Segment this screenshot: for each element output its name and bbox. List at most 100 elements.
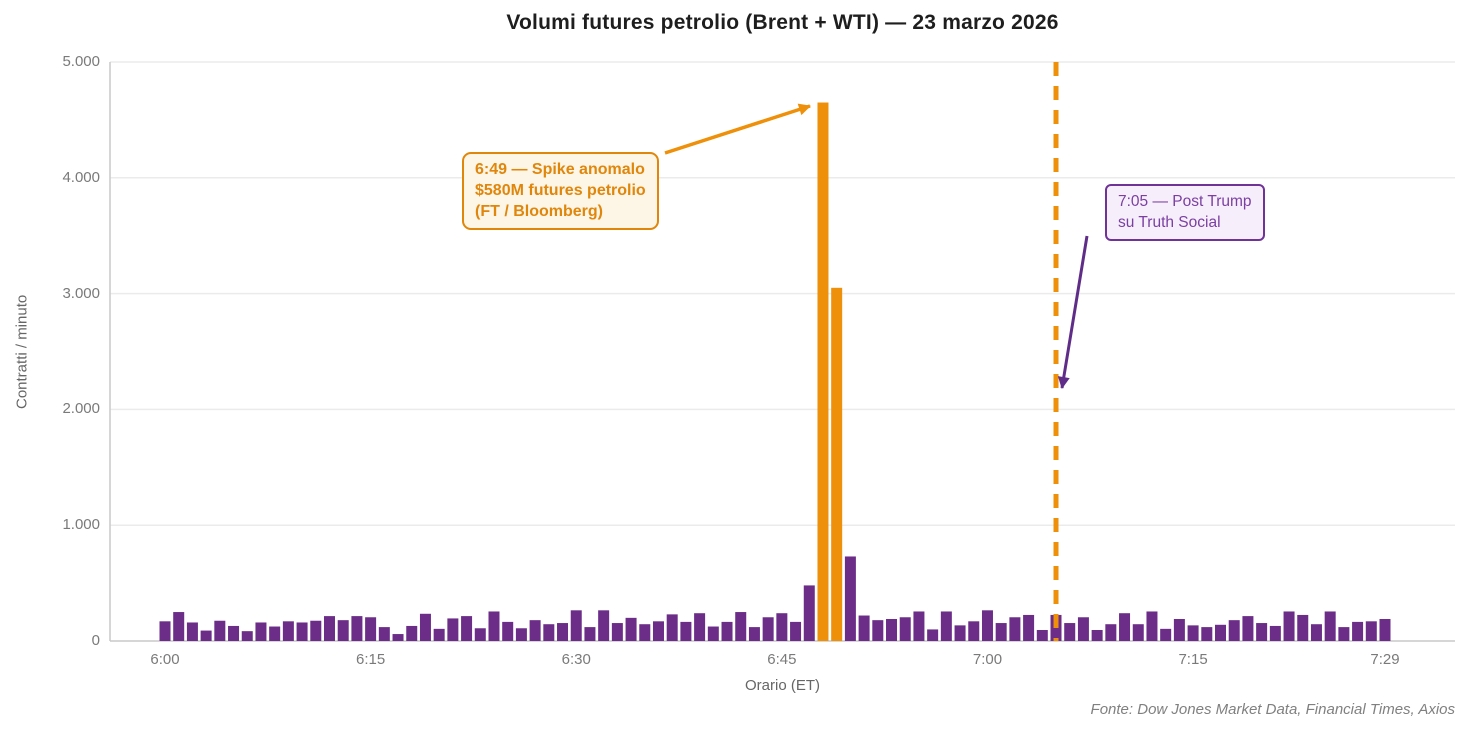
bar (899, 617, 911, 641)
x-tick-label: 7:00 (972, 651, 1003, 668)
bar (981, 610, 993, 641)
annotation-spike-line-3: (FT / Bloomberg) (475, 203, 603, 220)
bar (269, 626, 281, 641)
bar (378, 627, 390, 641)
annotation-spike-callout: 6:49 — Spike anomalo $580M futures petro… (462, 152, 659, 230)
bar (200, 630, 212, 641)
bar (557, 623, 569, 641)
bar (214, 620, 226, 641)
annotation-trump-line-2: su Truth Social (1118, 214, 1221, 231)
bar (666, 614, 678, 641)
bar (1242, 616, 1254, 641)
bar (1228, 620, 1240, 641)
bar (241, 631, 253, 641)
bar (584, 627, 596, 641)
trump-callout-arrow (1057, 235, 1089, 389)
chart-title: Volumi futures petrolio (Brent + WTI) — … (506, 11, 1059, 34)
bar (337, 620, 349, 641)
bar (419, 613, 431, 641)
x-tick-label: 7:15 (1178, 651, 1208, 668)
bar (173, 612, 185, 641)
annotation-spike-line-1: 6:49 — Spike anomalo (475, 161, 645, 178)
bar (776, 613, 788, 641)
bar (1297, 614, 1309, 641)
bar (447, 618, 459, 641)
bar (228, 625, 240, 641)
bar (639, 624, 651, 641)
y-tick-label: 0 (91, 632, 100, 649)
bar (748, 627, 760, 641)
x-tick-label: 7:29 (1370, 651, 1400, 668)
bar (1119, 613, 1131, 641)
bar (474, 628, 486, 641)
bar (502, 621, 514, 641)
bar (1338, 627, 1350, 641)
bar (1064, 623, 1076, 641)
bar (652, 621, 664, 641)
bar (1091, 629, 1103, 641)
bar (1215, 624, 1227, 641)
bar (186, 622, 198, 641)
bar (529, 620, 541, 641)
bar (255, 622, 267, 641)
y-tick-label: 1.000 (62, 516, 100, 534)
bar (488, 611, 500, 641)
y-tick-label: 5.000 (62, 53, 100, 70)
bar (406, 625, 418, 641)
annotation-spike-line-2: $580M futures petrolio (475, 182, 646, 199)
bar (927, 629, 939, 641)
x-tick-label: 6:45 (767, 651, 797, 668)
bar (1324, 611, 1336, 641)
bar (296, 622, 308, 641)
x-tick-label: 6:30 (561, 651, 591, 668)
bar (611, 623, 623, 641)
annotation-trump-callout: 7:05 — Post Trump su Truth Social (1105, 184, 1265, 241)
spike-bar (817, 102, 829, 641)
bar (844, 556, 856, 641)
bar (735, 612, 747, 641)
bar (995, 623, 1007, 641)
bar (968, 621, 980, 641)
bar (310, 620, 322, 641)
bar (721, 621, 733, 641)
bar (1077, 617, 1089, 641)
bar (1009, 617, 1021, 641)
bar (433, 628, 445, 641)
bar (1201, 627, 1213, 641)
bar (1187, 625, 1199, 641)
bar (954, 625, 966, 641)
bar (570, 610, 582, 641)
bar (694, 613, 706, 641)
bar (1365, 621, 1377, 641)
source-note: Fonte: Dow Jones Market Data, Financial … (1090, 701, 1455, 718)
bar (886, 618, 898, 641)
bar (351, 616, 363, 641)
bar (1173, 618, 1185, 641)
bar (803, 585, 815, 641)
bar (1256, 623, 1268, 641)
bar (1132, 624, 1144, 641)
bar (1023, 614, 1035, 641)
y-tick-label: 4.000 (62, 168, 100, 186)
bar (1310, 624, 1322, 641)
x-tick-label: 6:00 (150, 651, 180, 668)
x-tick-label: 6:15 (356, 651, 386, 668)
x-axis-title: Orario (ET) (745, 677, 820, 694)
y-axis-title: Contratti / minuto (13, 294, 31, 410)
bar (707, 626, 719, 641)
bar (1352, 621, 1364, 641)
bar (515, 628, 527, 641)
spike-callout-leader-arrow (664, 103, 811, 155)
bar (282, 621, 294, 641)
bar (940, 611, 952, 641)
bar (1146, 611, 1158, 641)
bar (159, 621, 171, 641)
bar (1379, 618, 1391, 641)
bar (1160, 628, 1172, 641)
bar (598, 610, 610, 641)
bar (1269, 625, 1281, 641)
bar (461, 616, 473, 641)
spike-bar (831, 287, 843, 641)
